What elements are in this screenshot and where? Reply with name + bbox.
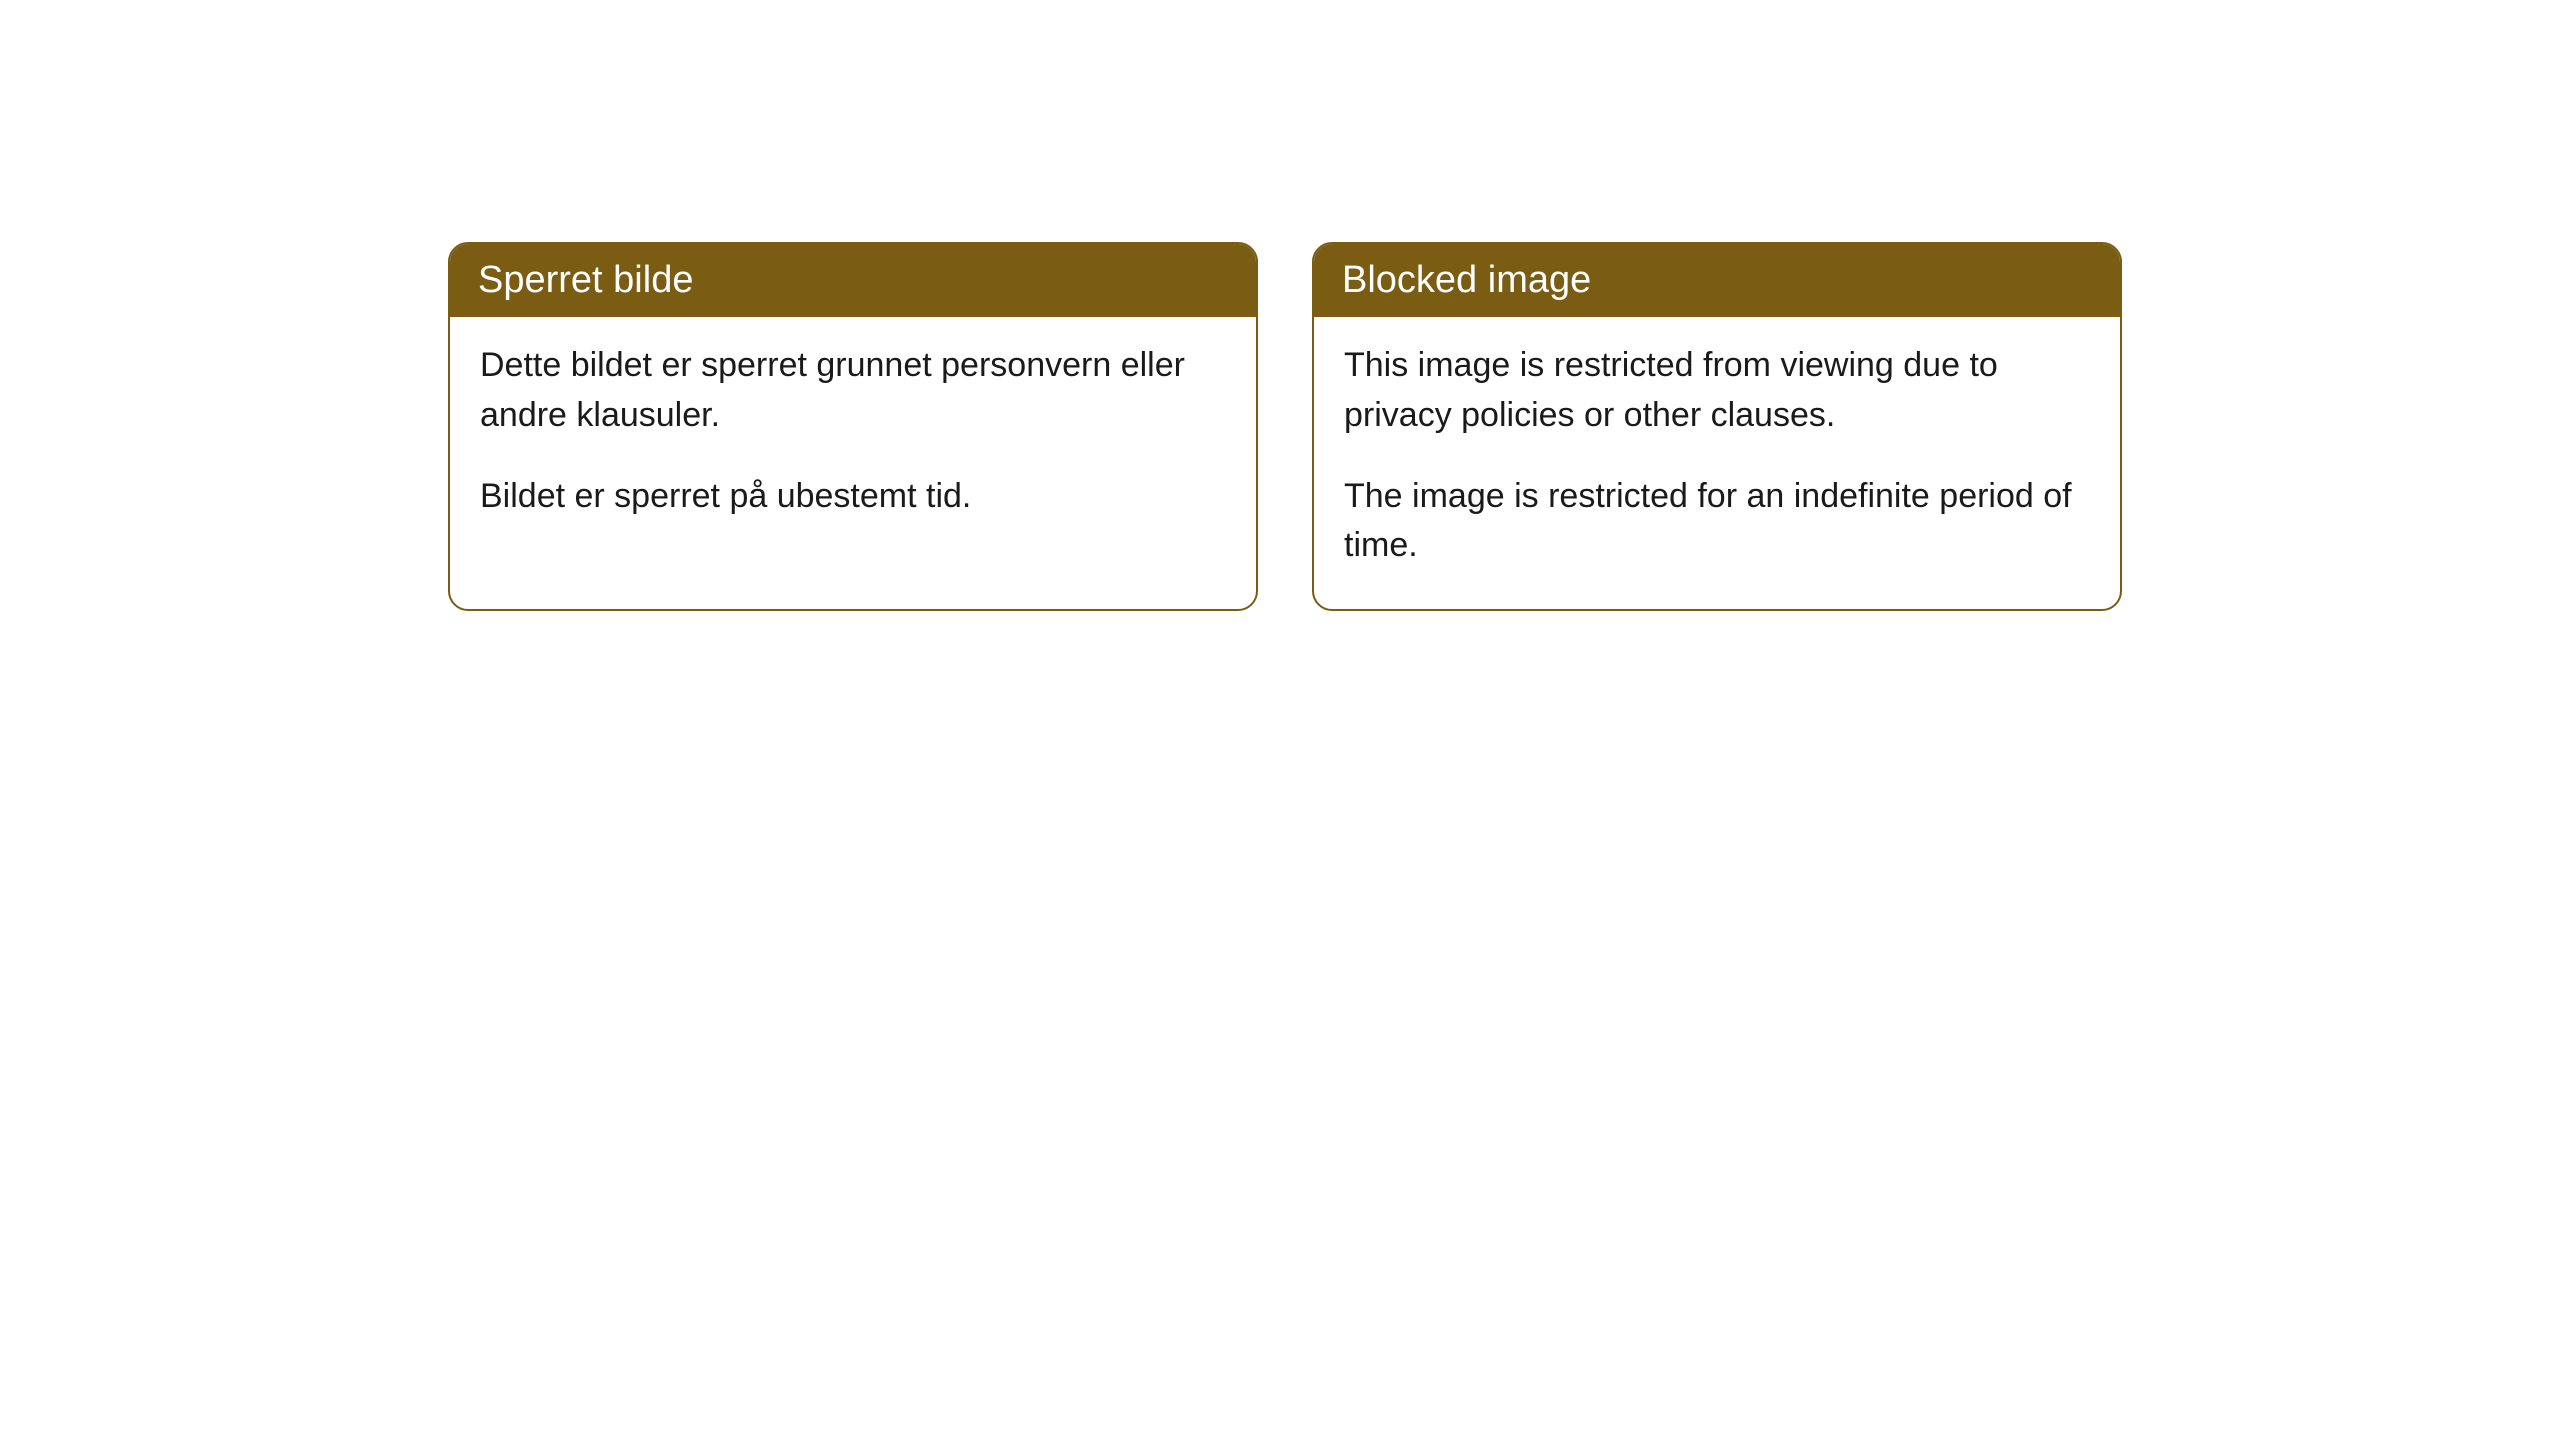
card-paragraph: Bildet er sperret på ubestemt tid. (480, 472, 1226, 521)
card-paragraph: Dette bildet er sperret grunnet personve… (480, 341, 1226, 440)
card-header: Blocked image (1314, 244, 2120, 317)
notice-card-en: Blocked image This image is restricted f… (1312, 242, 2122, 611)
card-paragraph: This image is restricted from viewing du… (1344, 341, 2090, 440)
card-header: Sperret bilde (450, 244, 1256, 317)
notice-card-no: Sperret bilde Dette bildet er sperret gr… (448, 242, 1258, 611)
card-body: This image is restricted from viewing du… (1314, 317, 2120, 608)
card-paragraph: The image is restricted for an indefinit… (1344, 472, 2090, 571)
cards-container: Sperret bilde Dette bildet er sperret gr… (448, 242, 2122, 611)
card-body: Dette bildet er sperret grunnet personve… (450, 317, 1256, 559)
